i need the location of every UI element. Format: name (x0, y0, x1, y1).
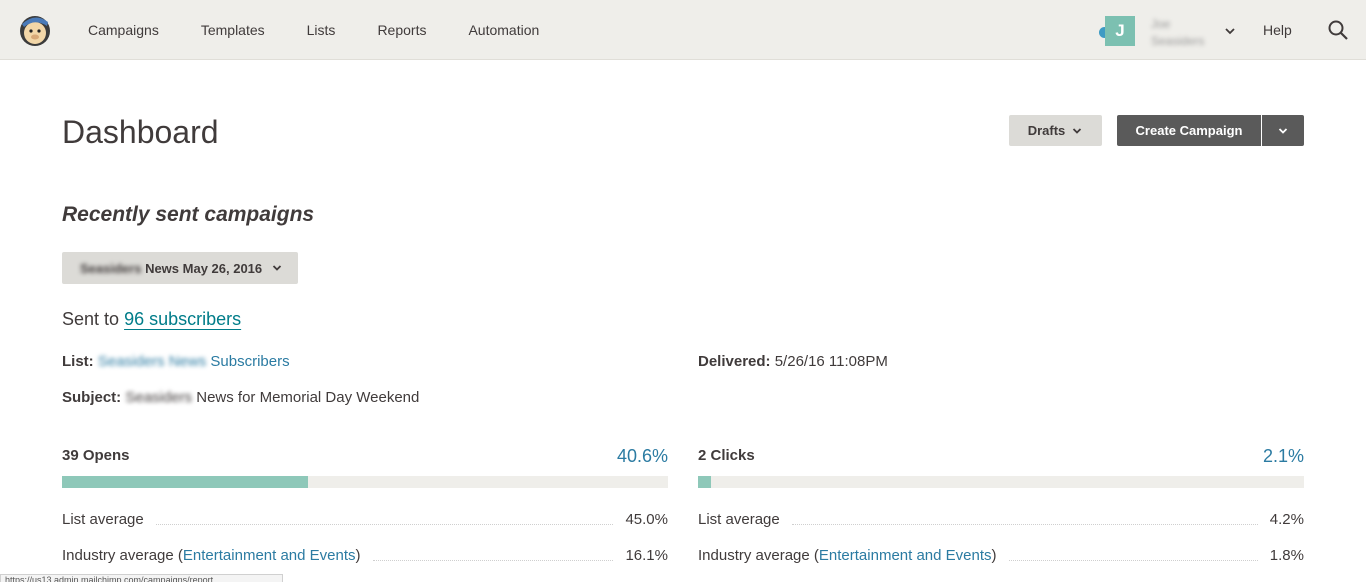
campaign-name-blurred: Seasiders (80, 260, 142, 276)
clicks-title: 2 Clicks (698, 447, 755, 464)
opens-title: 39 Opens (62, 447, 130, 464)
list-average-label: List average (698, 510, 780, 528)
nav-automation[interactable]: Automation (468, 22, 540, 38)
opens-progress-bar (62, 476, 668, 488)
dotted-leader (372, 559, 614, 561)
campaign-name: News May 26, 2016 (145, 260, 263, 276)
industry-average-label: Industry average (Entertainment and Even… (698, 547, 997, 564)
subject-blurred: Seasiders (125, 389, 193, 406)
list-average-label: List average (62, 510, 144, 528)
list-info: List: Seasiders News Subscribers (62, 353, 290, 370)
industry-average-value: 16.1% (625, 546, 668, 564)
nav-templates[interactable]: Templates (200, 22, 265, 38)
drafts-button[interactable]: Drafts (1009, 115, 1102, 146)
list-average-value: 4.2% (1269, 510, 1304, 528)
subject-label: Subject: (62, 389, 122, 406)
chevron-down-icon[interactable] (1223, 24, 1237, 38)
drafts-label: Drafts (1027, 123, 1066, 138)
industry-average-prefix: Industry average ( (698, 546, 819, 564)
opens-progress-fill (62, 476, 309, 488)
delivered-info: Delivered: 5/26/16 11:08PM (698, 353, 888, 370)
delivered-label: Delivered: (698, 353, 771, 370)
industry-average-value: 1.8% (1269, 546, 1304, 564)
page-title: Dashboard (62, 114, 219, 150)
list-average-value: 45.0% (625, 510, 668, 528)
nav-campaigns[interactable]: Campaigns (88, 22, 159, 38)
opens-percentage: 40.6% (616, 446, 668, 466)
campaign-selector[interactable]: Seasiders News May 26, 2016 (62, 252, 298, 284)
search-icon[interactable] (1328, 20, 1348, 40)
nav-reports[interactable]: Reports (377, 22, 427, 38)
industry-average-suffix: ) (991, 546, 997, 564)
dotted-leader (1008, 559, 1258, 561)
account-org-name: Seasiders (1151, 34, 1205, 48)
list-label: List: (62, 353, 94, 370)
chevron-down-icon (273, 265, 282, 271)
subject-info: Subject: Seasiders News for Memorial Day… (62, 389, 419, 406)
clicks-list-average-row: List average 4.2% (698, 509, 1304, 529)
sent-to: Sent to 96 subscribers (62, 309, 241, 330)
opens-industry-average-row: Industry average (Entertainment and Even… (62, 545, 668, 565)
industry-link[interactable]: Entertainment and Events (818, 546, 992, 564)
dotted-leader (791, 523, 1258, 525)
industry-link[interactable]: Entertainment and Events (182, 546, 356, 564)
clicks-progress-bar (698, 476, 1304, 488)
create-campaign-menu-button[interactable] (1262, 115, 1304, 146)
clicks-percentage: 2.1% (1262, 446, 1304, 466)
help-link[interactable]: Help (1263, 22, 1292, 38)
account-first-name: Joe (1151, 17, 1171, 31)
list-name-blurred[interactable]: Seasiders News (97, 353, 207, 370)
subscribers-link[interactable]: 96 subscribers (124, 309, 242, 329)
avatar: J (1105, 16, 1135, 46)
main-nav: Campaigns Templates Lists Reports Automa… (88, 0, 581, 60)
dotted-leader (155, 523, 614, 525)
opens-list-average-row: List average 45.0% (62, 509, 668, 529)
clicks-industry-average-row: Industry average (Entertainment and Even… (698, 545, 1304, 565)
top-navigation-bar: Campaigns Templates Lists Reports Automa… (0, 0, 1366, 60)
clicks-progress-fill (698, 476, 711, 488)
account-name: Joe Seasiders (1151, 16, 1204, 50)
notification-dot (1099, 27, 1110, 38)
list-name-link[interactable]: Subscribers (210, 353, 290, 370)
create-campaign-button[interactable]: Create Campaign (1117, 115, 1261, 146)
delivered-value: 5/26/16 11:08PM (774, 353, 888, 370)
sent-to-prefix: Sent to (62, 309, 120, 329)
browser-status-url: https://us13.admin.mailchimp.com/campaig… (0, 574, 283, 582)
chevron-down-icon (1278, 127, 1288, 134)
industry-average-suffix: ) (355, 546, 361, 564)
chevron-down-icon (1073, 127, 1082, 134)
nav-lists[interactable]: Lists (306, 22, 336, 38)
industry-average-label: Industry average (Entertainment and Even… (62, 547, 361, 564)
subject-text: News for Memorial Day Weekend (196, 389, 420, 406)
section-heading: Recently sent campaigns (62, 203, 315, 226)
industry-average-prefix: Industry average ( (62, 546, 183, 564)
mailchimp-logo-icon[interactable] (17, 12, 53, 48)
